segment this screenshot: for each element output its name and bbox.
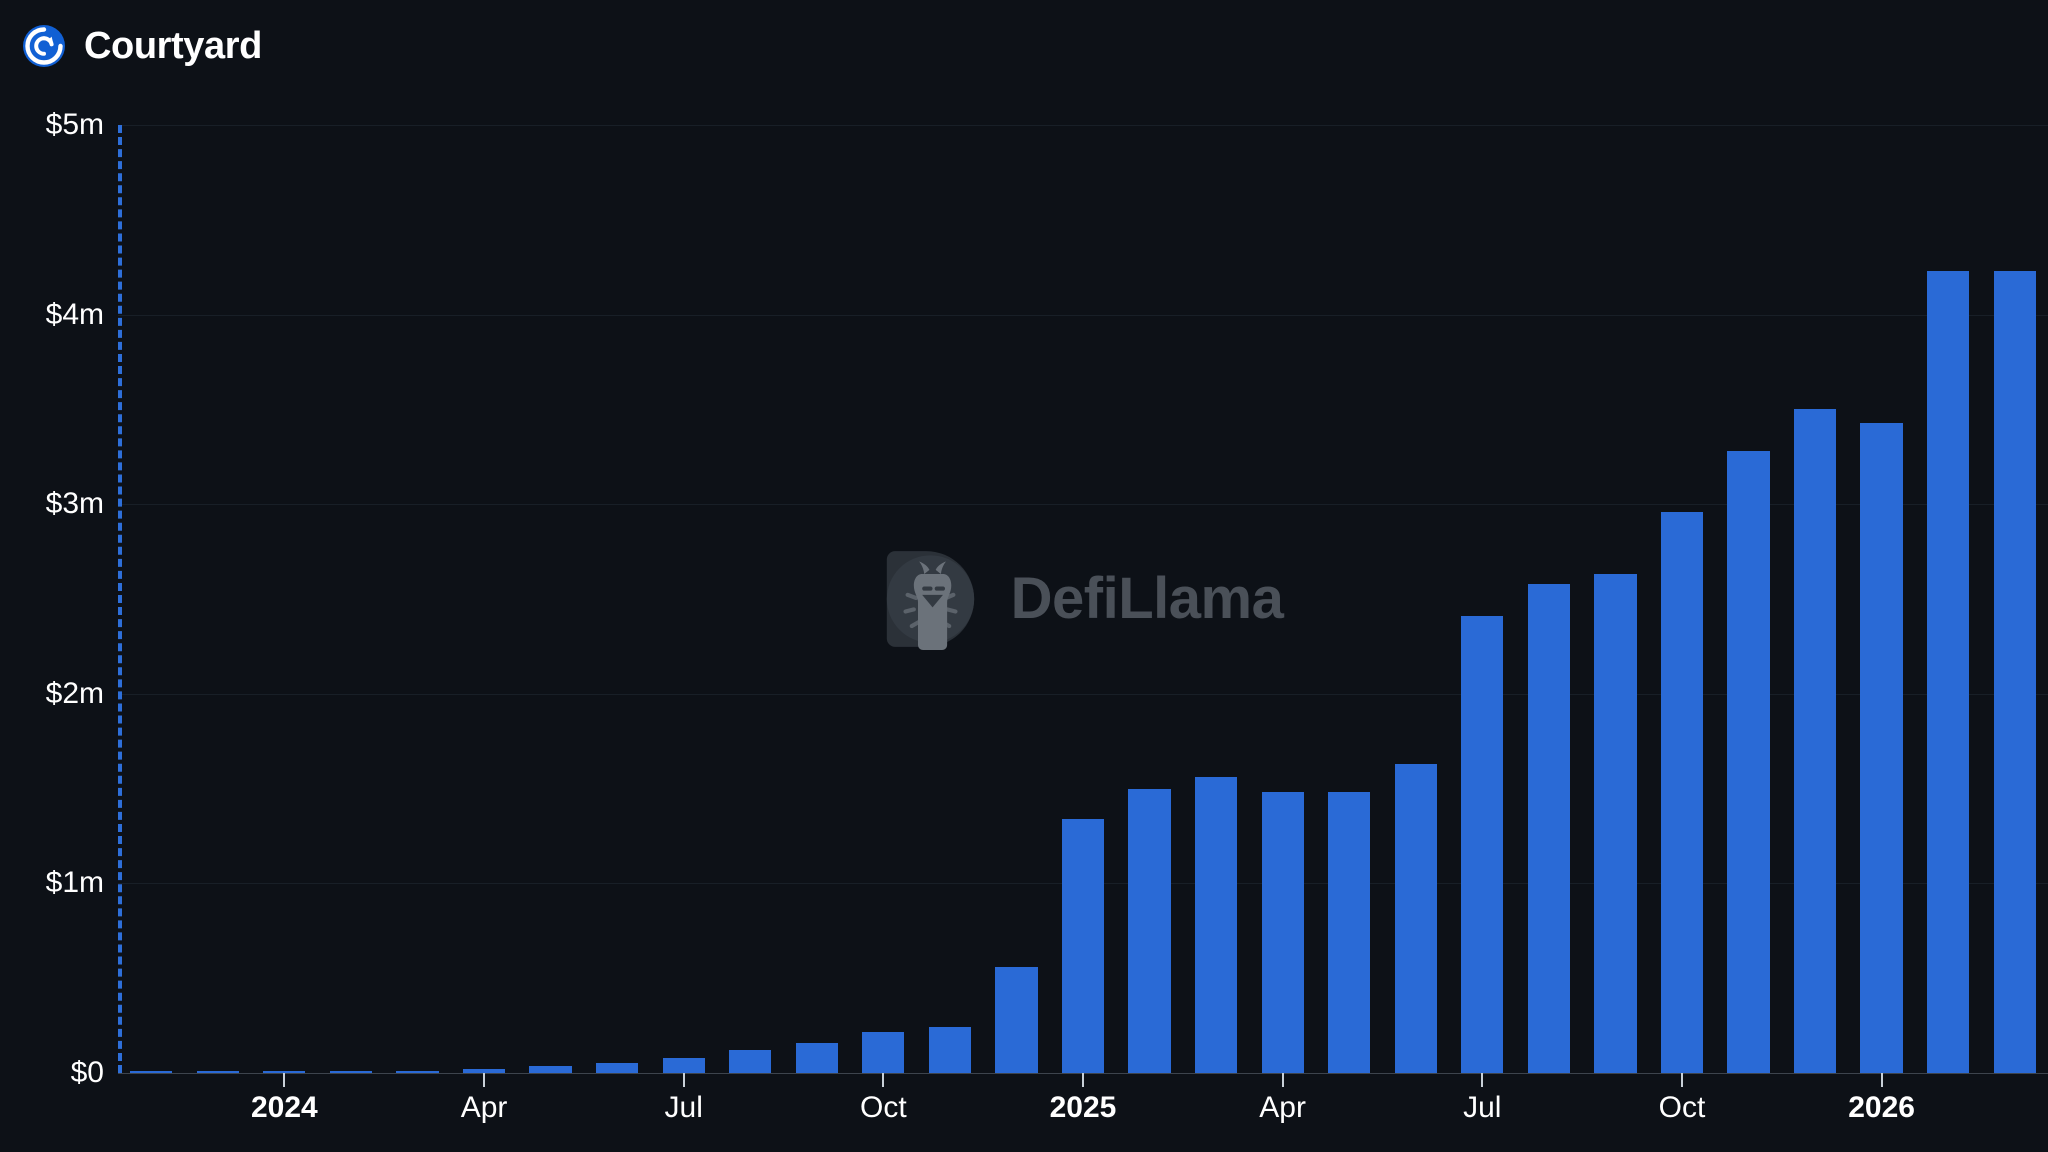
bar[interactable]	[1594, 574, 1637, 1073]
x-axis-tick-label: 2026	[1848, 1091, 1915, 1124]
bar[interactable]	[729, 1050, 772, 1073]
bar[interactable]	[1727, 451, 1770, 1073]
page-title: Courtyard	[84, 25, 262, 67]
x-axis-tick-mark	[1281, 1073, 1284, 1087]
y-axis-tick-label: $0	[70, 1056, 104, 1089]
gridline	[118, 314, 2048, 316]
bar[interactable]	[928, 1026, 972, 1073]
bar[interactable]	[130, 1071, 173, 1073]
bar[interactable]	[1128, 788, 1171, 1073]
bar[interactable]	[1061, 818, 1105, 1073]
bar[interactable]	[1993, 271, 2036, 1073]
y-axis-tick-label: $5m	[45, 108, 104, 141]
bar[interactable]	[662, 1057, 705, 1073]
courtyard-logo-icon	[23, 25, 65, 67]
y-axis-labels: $5m $4m $3m $2m $1m $0	[0, 0, 118, 1152]
x-axis-tick-mark	[682, 1073, 685, 1087]
bar[interactable]	[1461, 616, 1504, 1073]
bar[interactable]	[995, 966, 1038, 1073]
bar[interactable]	[862, 1032, 905, 1073]
bar[interactable]	[1394, 763, 1437, 1073]
x-axis-tick-mark	[1481, 1073, 1484, 1087]
gridline	[118, 504, 2048, 506]
bar[interactable]	[529, 1066, 572, 1073]
bar[interactable]	[462, 1068, 506, 1073]
bar[interactable]	[196, 1071, 239, 1073]
bar[interactable]	[1328, 792, 1371, 1073]
chart-header: Courtyard	[22, 24, 262, 68]
y-axis-tick-label: $2m	[45, 676, 104, 710]
plot-area: DefiLlama	[118, 125, 2048, 1074]
bar[interactable]	[1527, 583, 1570, 1073]
x-axis-tick-mark	[1680, 1073, 1683, 1087]
gridline	[118, 693, 2048, 695]
start-marker-line	[118, 125, 122, 1073]
x-axis-tick-mark	[1880, 1073, 1883, 1087]
y-axis-tick-label: $4m	[45, 297, 104, 331]
bar[interactable]	[1927, 271, 1970, 1073]
x-axis-tick-mark	[283, 1073, 286, 1087]
x-axis: 2024 Apr Jul Oct 2025 Apr Jul Oct 2026	[118, 1073, 2048, 1152]
y-axis-tick-label: $3m	[45, 487, 104, 521]
bar[interactable]	[1261, 792, 1304, 1073]
gridline	[118, 125, 2048, 126]
bar[interactable]	[329, 1071, 373, 1073]
bar[interactable]	[1793, 409, 1837, 1073]
bar[interactable]	[1660, 511, 1704, 1073]
y-axis-tick-label: $1m	[45, 866, 104, 900]
x-axis-tick-label: Jul	[1463, 1091, 1502, 1124]
x-axis-tick-label: 2025	[1049, 1091, 1117, 1124]
x-axis-tick-label: Jul	[664, 1091, 703, 1124]
bar[interactable]	[596, 1062, 639, 1073]
x-axis-tick-label: Apr	[460, 1091, 508, 1124]
x-axis-tick-label: 2024	[251, 1091, 318, 1124]
bar[interactable]	[1860, 422, 1903, 1073]
x-axis-tick-mark	[1082, 1073, 1084, 1087]
bar[interactable]	[396, 1070, 439, 1073]
bars-layer	[118, 125, 2048, 1073]
bar[interactable]	[795, 1042, 838, 1073]
x-axis-tick-label: Oct	[860, 1091, 907, 1124]
x-axis-tick-mark	[483, 1073, 486, 1087]
x-axis-tick-label: Oct	[1658, 1091, 1706, 1124]
bar[interactable]	[1194, 777, 1238, 1073]
x-axis-tick-mark	[882, 1073, 885, 1087]
bar[interactable]	[263, 1071, 306, 1073]
x-axis-tick-label: Apr	[1259, 1091, 1306, 1124]
